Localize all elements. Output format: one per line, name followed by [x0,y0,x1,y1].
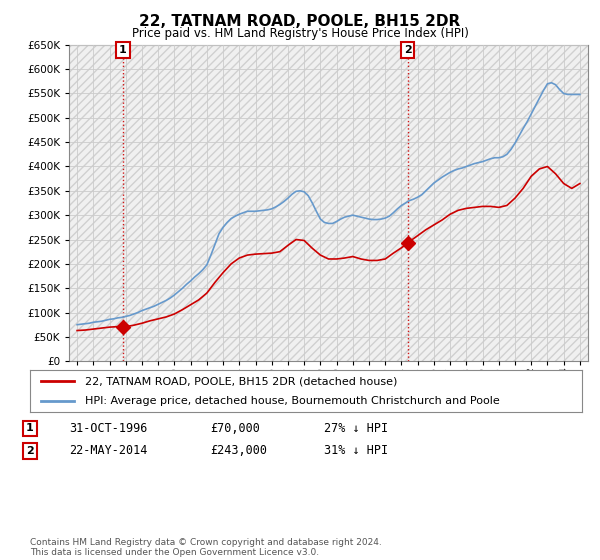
Text: 22, TATNAM ROAD, POOLE, BH15 2DR (detached house): 22, TATNAM ROAD, POOLE, BH15 2DR (detach… [85,376,398,386]
Text: 27% ↓ HPI: 27% ↓ HPI [324,422,388,435]
Text: Contains HM Land Registry data © Crown copyright and database right 2024.
This d: Contains HM Land Registry data © Crown c… [30,538,382,557]
Text: 22, TATNAM ROAD, POOLE, BH15 2DR: 22, TATNAM ROAD, POOLE, BH15 2DR [139,14,461,29]
Text: Price paid vs. HM Land Registry's House Price Index (HPI): Price paid vs. HM Land Registry's House … [131,27,469,40]
Text: HPI: Average price, detached house, Bournemouth Christchurch and Poole: HPI: Average price, detached house, Bour… [85,396,500,406]
Text: 2: 2 [26,446,34,456]
Text: 2: 2 [404,45,412,55]
Text: £70,000: £70,000 [210,422,260,435]
Text: 1: 1 [26,423,34,433]
Text: 1: 1 [119,45,127,55]
Text: 31% ↓ HPI: 31% ↓ HPI [324,444,388,458]
Text: 22-MAY-2014: 22-MAY-2014 [69,444,148,458]
Text: £243,000: £243,000 [210,444,267,458]
Text: 31-OCT-1996: 31-OCT-1996 [69,422,148,435]
